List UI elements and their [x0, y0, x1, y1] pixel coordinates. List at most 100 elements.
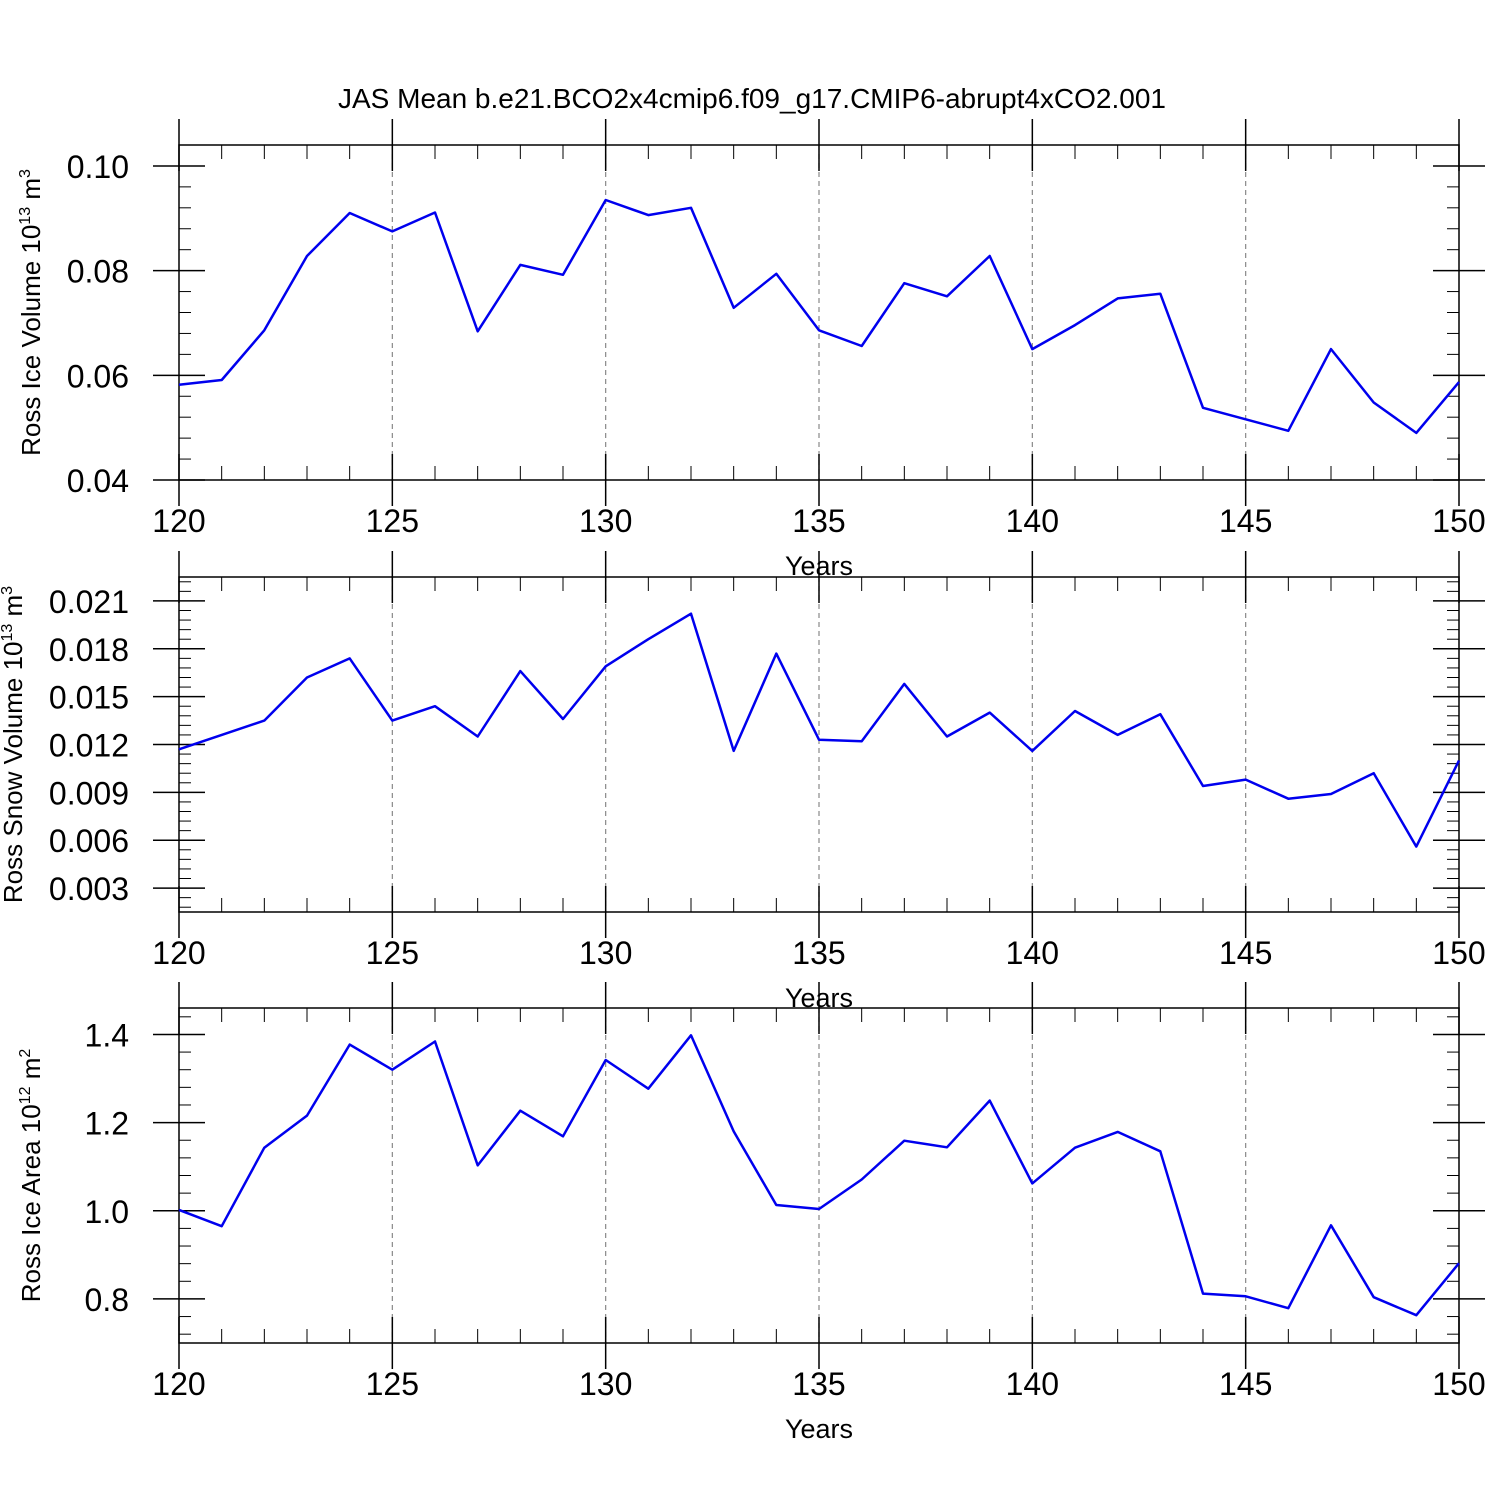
data-point [305, 254, 309, 258]
data-point [902, 281, 906, 285]
data-point [1201, 406, 1205, 410]
data-point [1158, 1149, 1162, 1153]
y-tick-label: 0.003 [49, 871, 129, 907]
data-point [1030, 749, 1034, 753]
data-point [177, 383, 181, 387]
data-point [1286, 1306, 1290, 1310]
data-point [1201, 784, 1205, 788]
data-point [1030, 1181, 1034, 1185]
data-point [262, 1146, 266, 1150]
data-point [220, 733, 224, 737]
y-tick-label: 0.006 [49, 823, 129, 859]
x-tick-label: 130 [579, 503, 632, 539]
x-tick-label: 145 [1219, 935, 1272, 971]
y-axis-label: Ross Ice Area 1012 m2 [16, 1049, 46, 1303]
x-tick-label: 135 [792, 503, 845, 539]
data-point [476, 329, 480, 333]
data-point [1414, 1313, 1418, 1317]
data-point [1329, 792, 1333, 796]
y-tick-label: 0.009 [49, 775, 129, 811]
x-tick-label: 135 [792, 935, 845, 971]
y-axis-label-unit: m [0, 595, 28, 624]
data-point [945, 1145, 949, 1149]
x-tick-label: 140 [1006, 1366, 1059, 1402]
data-point [1116, 296, 1120, 300]
y-tick-label: 0.06 [67, 358, 129, 394]
data-point [177, 747, 181, 751]
y-axis-label-text: Ross Ice Volume 10 [16, 225, 46, 456]
data-point [646, 213, 650, 217]
ross-ice-area-panel: 120 125 130 135 140 145 150 0.8 1.0 1.2 1.4 Years Ro… [16, 982, 1486, 1444]
x-tick-label: 125 [366, 503, 419, 539]
data-point [860, 739, 864, 743]
y-tick-label: 1.0 [85, 1194, 129, 1230]
data-point [305, 1114, 309, 1118]
data-point [433, 211, 437, 215]
figure-title: JAS Mean b.e21.BCO2x4cmip6.f09_g17.CMIP6… [338, 83, 1166, 114]
y-axis-label-unit-exponent: 2 [17, 1049, 34, 1058]
y-axis-label-unit-exponent: 3 [17, 169, 34, 178]
data-point [689, 612, 693, 616]
data-point [860, 344, 864, 348]
x-tick-label: 130 [579, 935, 632, 971]
data-point [518, 1109, 522, 1113]
y-tick-label: 1.4 [85, 1017, 129, 1053]
y-axis-label-unit: m [16, 178, 46, 207]
x-tick-label: 125 [366, 1366, 419, 1402]
data-point [1116, 733, 1120, 737]
data-point [1073, 1146, 1077, 1150]
data-point [604, 664, 608, 668]
y-axis-label-exponent: 12 [17, 1086, 34, 1104]
data-point [262, 719, 266, 723]
data-point [476, 735, 480, 739]
data-point [1414, 845, 1418, 849]
data-point [1116, 1130, 1120, 1134]
x-tick-label: 150 [1432, 1366, 1485, 1402]
y-tick-label: 0.04 [67, 463, 129, 499]
data-point [1158, 712, 1162, 716]
y-tick-label: 0.018 [49, 632, 129, 668]
data-point [689, 206, 693, 210]
data-point [220, 1224, 224, 1228]
data-point [1201, 1292, 1205, 1296]
data-point [646, 1087, 650, 1091]
data-point [945, 294, 949, 298]
data-point [817, 738, 821, 742]
x-axis-label: Years [785, 1414, 853, 1444]
x-tick-label: 140 [1006, 935, 1059, 971]
x-tick-label: 120 [152, 503, 205, 539]
ross-ice-volume-series-line [178, 198, 1460, 435]
y-axis-label-text: Ross Ice Area 10 [16, 1104, 46, 1302]
x-tick-label: 135 [792, 1366, 845, 1402]
data-point [433, 1040, 437, 1044]
data-point [1457, 758, 1461, 762]
x-tick-label: 120 [152, 935, 205, 971]
data-point [902, 1139, 906, 1143]
data-point [604, 198, 608, 202]
data-point [305, 676, 309, 680]
data-point [348, 656, 352, 660]
data-point [732, 306, 736, 310]
data-point [1372, 401, 1376, 405]
data-point [1030, 347, 1034, 351]
x-tick-label: 150 [1432, 503, 1485, 539]
data-point [988, 1099, 992, 1103]
x-tick-label: 140 [1006, 503, 1059, 539]
y-tick-label: 0.08 [67, 254, 129, 290]
data-point [390, 1068, 394, 1072]
data-point [561, 1134, 565, 1138]
data-point [902, 682, 906, 686]
x-tick-label: 130 [579, 1366, 632, 1402]
ross-snow-volume-panel: 120 125 130 135 140 145 150 0.003 0.006 0.009 0.01… [0, 551, 1486, 1013]
data-point [1329, 1223, 1333, 1227]
data-point [988, 254, 992, 258]
y-tick-label: 1.2 [85, 1106, 129, 1142]
data-point [433, 704, 437, 708]
data-point [1286, 429, 1290, 433]
x-tick-label: 150 [1432, 935, 1485, 971]
data-point [1457, 1261, 1461, 1265]
data-point [177, 1208, 181, 1212]
data-point [732, 749, 736, 753]
data-point [390, 229, 394, 233]
